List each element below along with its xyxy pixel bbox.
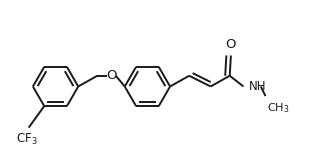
- Text: O: O: [226, 38, 236, 51]
- Text: CH$_3$: CH$_3$: [267, 101, 289, 115]
- Text: NH: NH: [249, 80, 266, 93]
- Text: O: O: [106, 69, 117, 82]
- Text: CF$_3$: CF$_3$: [16, 132, 37, 147]
